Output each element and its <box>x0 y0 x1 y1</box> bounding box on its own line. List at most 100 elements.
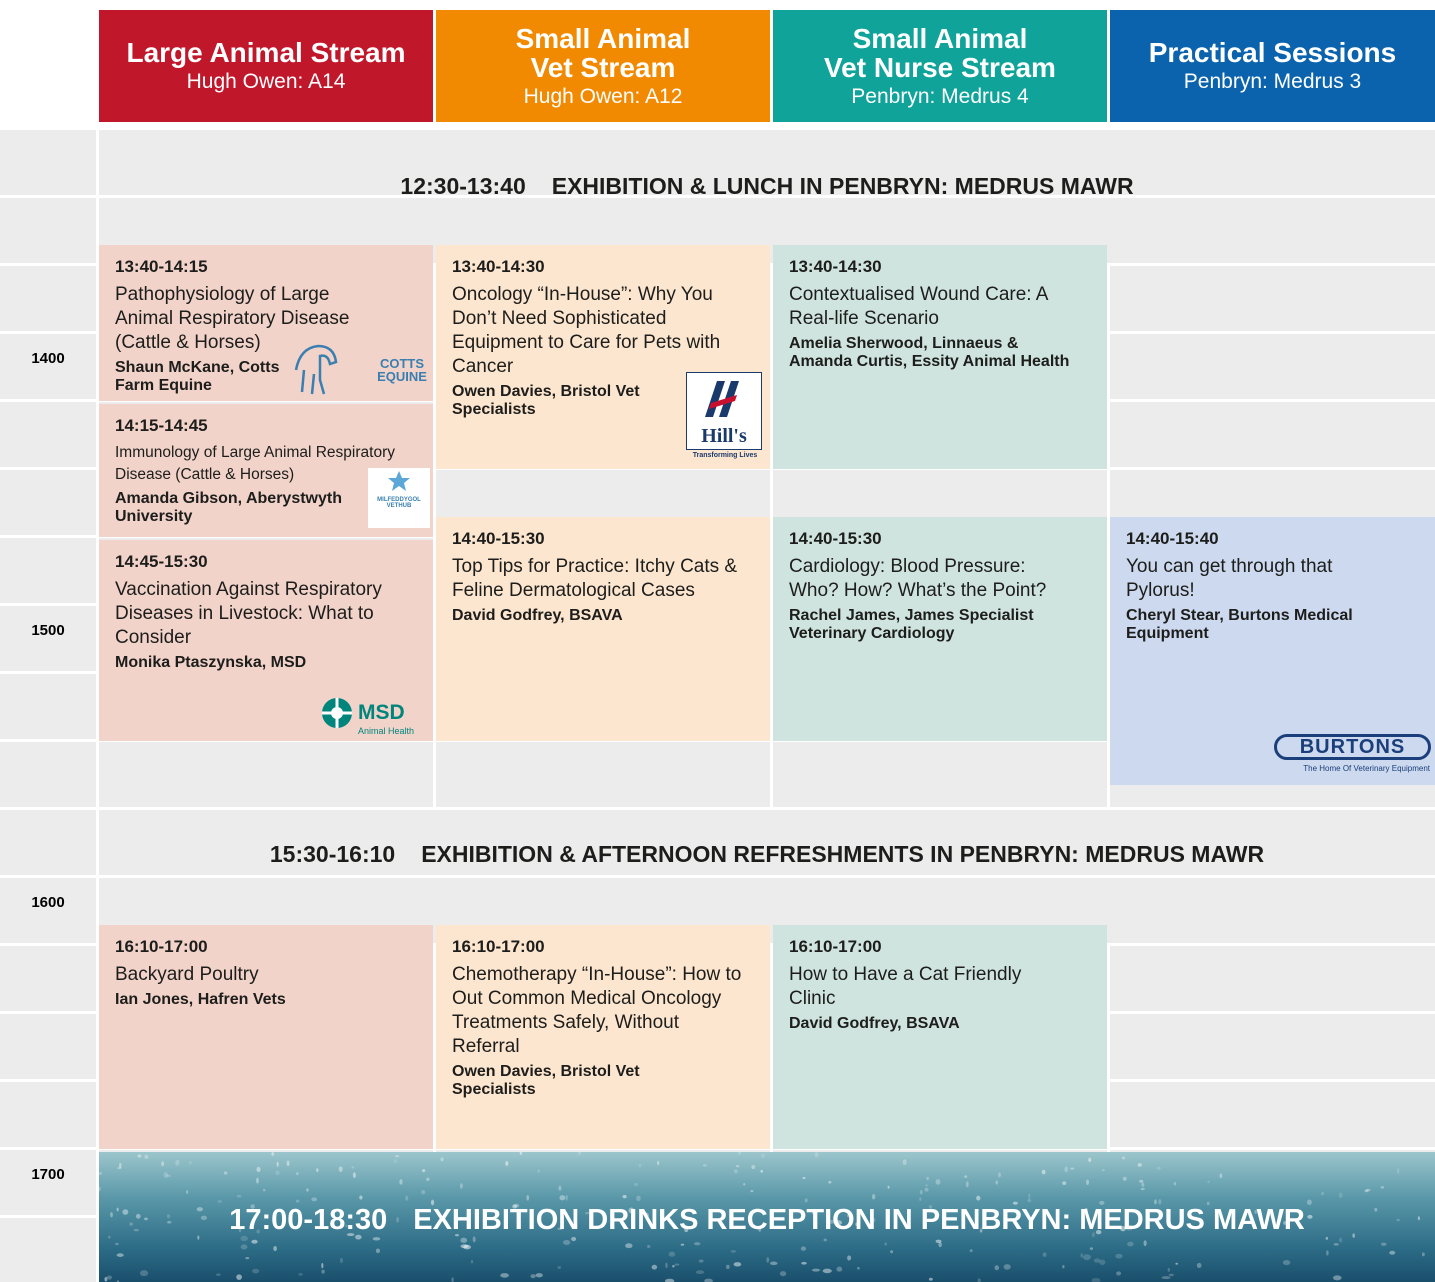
hour-label: 1600 <box>31 894 65 911</box>
water-drop <box>122 1209 129 1215</box>
grid-cell <box>0 674 96 739</box>
water-drop <box>1380 1185 1385 1189</box>
water-drop <box>463 1244 471 1250</box>
water-drop <box>472 1236 476 1243</box>
water-drop <box>271 1152 274 1156</box>
water-drop <box>1188 1213 1192 1216</box>
water-drop <box>664 1278 675 1282</box>
water-drop <box>321 1262 324 1269</box>
water-drop <box>736 1165 740 1168</box>
water-drop <box>920 1190 923 1195</box>
water-drop <box>628 1207 635 1214</box>
water-drop <box>346 1233 355 1237</box>
water-drop <box>733 1262 742 1267</box>
water-drop <box>399 1179 403 1185</box>
water-drop <box>500 1273 509 1278</box>
water-drop <box>802 1176 806 1180</box>
logo-text: MSD <box>358 701 405 724</box>
water-drop <box>144 1154 149 1159</box>
session: 13:40-14:30 Oncology “In-House”: Why You … <box>436 245 770 469</box>
water-drop <box>758 1227 762 1232</box>
stream-room: Hugh Owen: A14 <box>186 70 346 93</box>
water-drop <box>828 1180 832 1184</box>
water-drop <box>766 1257 770 1263</box>
water-drop <box>1070 1167 1075 1170</box>
water-drop <box>1364 1189 1369 1193</box>
grid-cell <box>0 1218 96 1282</box>
water-drop <box>1121 1156 1125 1160</box>
water-drop <box>1082 1254 1091 1261</box>
water-drop <box>935 1239 942 1244</box>
water-drop <box>647 1244 651 1249</box>
water-drop <box>743 1182 746 1186</box>
stream-name: Small Animal Vet Nurse Stream <box>824 22 1056 83</box>
session-title: Top Tips for Practice: Itchy Cats & Feli… <box>452 556 738 601</box>
water-drop <box>571 1236 577 1242</box>
water-drop <box>811 1212 818 1215</box>
water-drop <box>1041 1169 1046 1175</box>
cotts-horse-icon <box>294 344 338 395</box>
water-drop <box>166 1214 171 1219</box>
water-drop <box>273 1246 277 1252</box>
water-drop <box>1196 1262 1202 1268</box>
water-drop <box>163 1171 169 1178</box>
session: 16:10-17:00 Backyard Poultry Ian Jones, Ha… <box>99 925 433 1149</box>
water-drop <box>1141 1182 1145 1187</box>
water-drop <box>779 1271 787 1277</box>
water-drop <box>710 1213 713 1218</box>
water-drop <box>216 1273 221 1276</box>
break-time: 12:30-13:40 <box>400 173 526 199</box>
grid-cell <box>0 538 96 603</box>
water-drop <box>738 1152 741 1155</box>
stream-room: Hugh Owen: A12 <box>523 84 683 108</box>
water-drop <box>119 1163 122 1169</box>
water-drop <box>800 1246 807 1251</box>
water-drop <box>530 1274 536 1279</box>
session-title: You can get through that Pylorus! <box>1126 556 1333 601</box>
water-drop <box>1338 1192 1343 1199</box>
session: 14:40-15:30 Cardiology: Blood Pressure: W… <box>773 517 1107 741</box>
water-drop <box>1127 1241 1134 1247</box>
session-time: 14:15-14:45 <box>115 416 208 435</box>
water-drop <box>421 1190 426 1195</box>
water-drop <box>557 1265 562 1269</box>
water-drop <box>665 1262 668 1269</box>
water-drop <box>1321 1192 1324 1196</box>
water-drop <box>979 1227 985 1230</box>
logo-text: VETHUB <box>386 503 412 509</box>
stream-header: Small Animal Vet Nurse Stream Penbryn: Me… <box>773 10 1107 122</box>
water-drop <box>651 1264 658 1270</box>
water-drop <box>321 1269 325 1274</box>
water-drop <box>1173 1182 1177 1186</box>
water-drop <box>115 1242 119 1246</box>
grid-cell <box>0 878 96 943</box>
session: 16:10-17:00 How to Have a Cat Friendly Cl… <box>773 925 1107 1149</box>
hills-mark <box>703 379 745 419</box>
break-row: 17:00-18:30 EXHIBITION DRINKS RECEPTION I… <box>99 1204 1435 1237</box>
grid-cell <box>0 1150 96 1215</box>
grid-cell <box>0 606 96 671</box>
logo-text: Transforming Lives <box>692 452 758 459</box>
water-drop <box>1042 1252 1047 1257</box>
water-drop <box>835 1220 842 1226</box>
water-drop <box>684 1227 689 1233</box>
session-title: Immunology of Large Animal Respiratory D… <box>115 444 395 483</box>
water-drop <box>804 1198 808 1203</box>
session: 16:10-17:00 Chemotherapy “In-House”: How … <box>436 925 770 1149</box>
hills-logo: Hill's <box>686 372 762 450</box>
session: 13:40-14:15 Pathophysiology of Large Anim… <box>99 245 433 401</box>
session-time: 16:10-17:00 <box>115 937 208 956</box>
water-drop <box>99 1172 103 1175</box>
water-drop <box>977 1278 981 1282</box>
water-drop <box>1099 1200 1105 1205</box>
stream-name: Large Animal Stream <box>126 37 406 68</box>
water-drop <box>847 1255 852 1261</box>
water-drop <box>250 1204 255 1209</box>
water-drop <box>1062 1264 1065 1269</box>
session-time: 14:40-15:30 <box>789 529 882 548</box>
logo-text: MILFEDDYGOL <box>377 497 421 503</box>
water-drop <box>1080 1253 1083 1258</box>
water-drop <box>801 1261 807 1265</box>
water-drop <box>1206 1201 1210 1206</box>
